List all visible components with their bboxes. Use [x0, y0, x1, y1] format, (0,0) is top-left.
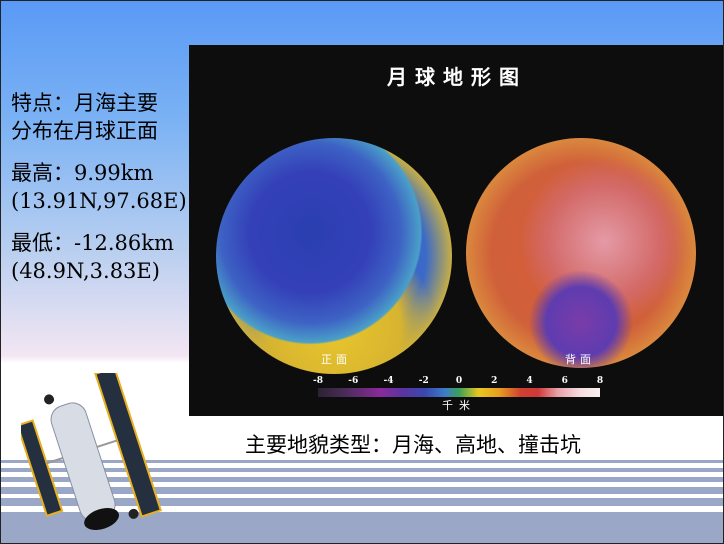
lowest-coord: (48.9N,3.83E): [11, 259, 160, 283]
stripe: [1, 477, 723, 482]
stripe: [1, 498, 723, 506]
highest-point: 最高：9.99km (13.91N,97.68E): [11, 159, 187, 215]
colorbar: [318, 388, 600, 397]
map-title: 月球地形图: [387, 65, 527, 89]
stripe: [1, 487, 723, 494]
colorbar-tick: 6: [561, 376, 568, 386]
colorbar-tick: 2: [491, 376, 498, 386]
moon-far-side: [466, 138, 696, 368]
colorbar-tick: -8: [313, 376, 323, 386]
stripe: [1, 468, 723, 472]
colorbar-tick: 4: [526, 376, 533, 386]
moon-near-side: [216, 138, 452, 374]
left-text: 特点：月海主要分布在月球正面 最高：9.99km (13.91N,97.68E) …: [11, 89, 187, 299]
caption: 主要地貌类型：月海、高地、撞击坑: [245, 433, 581, 457]
highest-label: 最高：9.99km: [11, 161, 154, 185]
stripe: [1, 512, 723, 543]
colorbar-tick: -2: [418, 376, 429, 386]
lowest-point: 最低：-12.86km (48.9N,3.83E): [11, 229, 187, 285]
colorbar-unit: 千米: [442, 399, 476, 412]
lowest-label: 最低：-12.86km: [11, 231, 174, 255]
colorbar-tick: 0: [455, 376, 463, 386]
colorbar-tick: -4: [383, 376, 394, 386]
far-side-label: 背面: [565, 353, 595, 366]
highest-coord: (13.91N,97.68E): [11, 189, 187, 213]
moon-topography-image: 月球地形图 正面 背面 -8 -6 -4 -2 0 2 4 6 8 千米: [189, 45, 723, 416]
satellite-icon: [21, 373, 163, 531]
feature-text: 特点：月海主要分布在月球正面: [11, 91, 158, 143]
stripe: [1, 460, 723, 463]
near-side-label: 正面: [321, 353, 351, 366]
colorbar-tick: -6: [348, 376, 359, 386]
colorbar-tick: 8: [596, 376, 604, 386]
